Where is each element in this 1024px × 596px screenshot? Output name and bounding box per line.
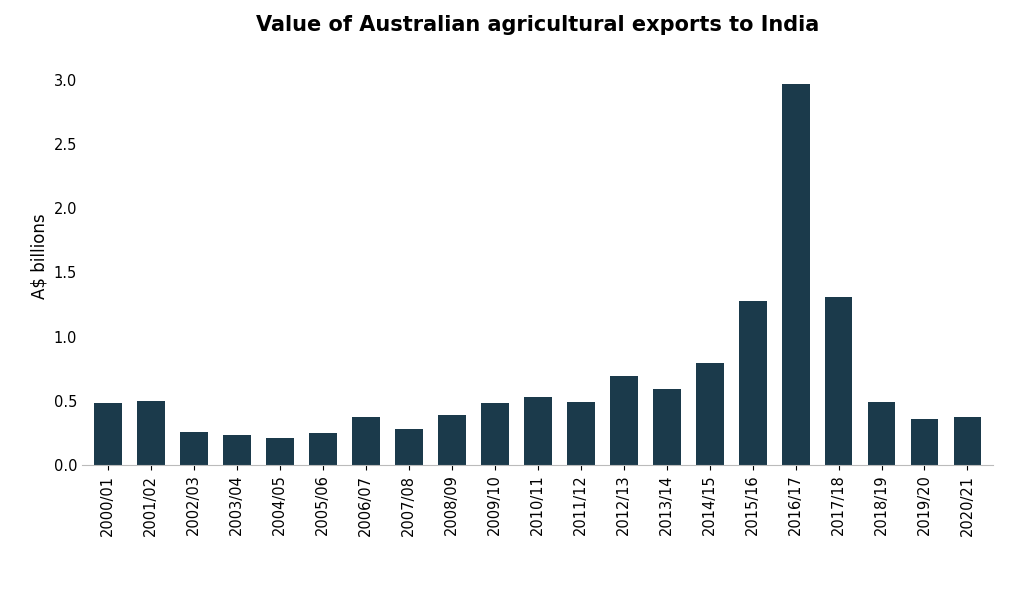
Bar <box>523 397 552 465</box>
Bar <box>738 300 767 465</box>
Bar <box>94 403 122 465</box>
Bar <box>867 402 895 465</box>
Bar <box>180 432 208 465</box>
Y-axis label: A$ billions: A$ billions <box>30 213 48 299</box>
Bar <box>480 403 509 465</box>
Bar <box>137 401 165 465</box>
Title: Value of Australian agricultural exports to India: Value of Australian agricultural exports… <box>256 15 819 35</box>
Bar <box>609 376 638 465</box>
Bar <box>910 418 938 465</box>
Bar <box>695 364 724 465</box>
Bar <box>308 433 337 465</box>
Bar <box>265 438 294 465</box>
Bar <box>824 297 853 465</box>
Bar <box>394 429 423 465</box>
Bar <box>953 417 981 465</box>
Bar <box>781 83 810 465</box>
Bar <box>222 435 251 465</box>
Bar <box>652 389 681 465</box>
Bar <box>566 402 595 465</box>
Bar <box>351 417 380 465</box>
Bar <box>437 415 466 465</box>
